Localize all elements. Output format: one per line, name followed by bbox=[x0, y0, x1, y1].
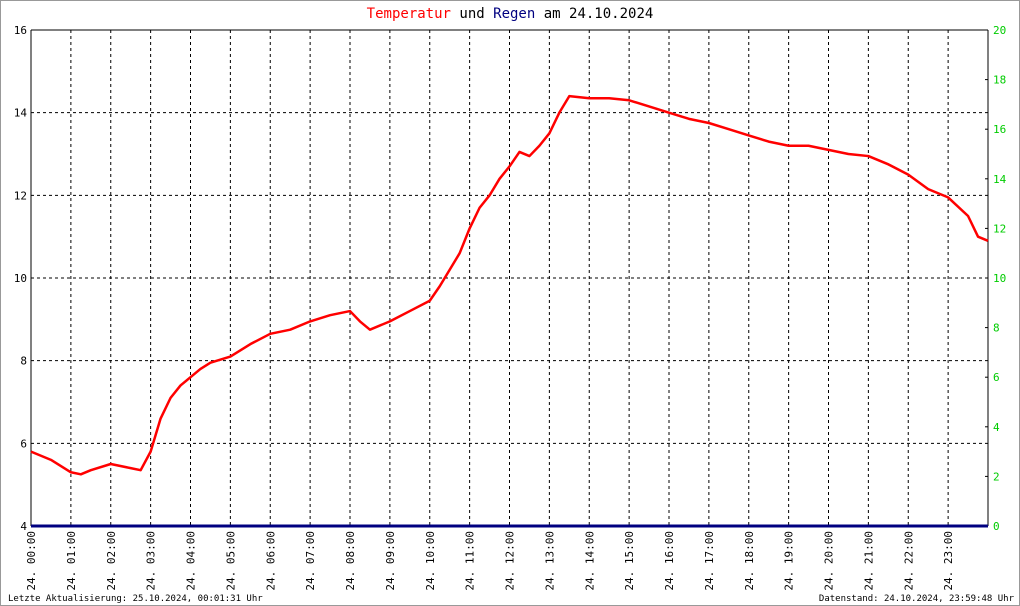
x-tick-label: 24. 04:00 bbox=[185, 531, 198, 591]
x-tick-label: 24. 08:00 bbox=[344, 531, 357, 591]
x-tick-label: 24. 01:00 bbox=[65, 531, 78, 591]
x-tick-label: 24. 17:00 bbox=[703, 531, 716, 591]
y-tick-label: 6 bbox=[20, 437, 27, 450]
x-tick-label: 24. 13:00 bbox=[543, 531, 556, 591]
y-tick-label: 4 bbox=[20, 520, 27, 533]
title-part: Regen bbox=[493, 6, 535, 22]
y-tick-label: 12 bbox=[14, 189, 27, 202]
x-tick-label: 24. 23:00 bbox=[942, 531, 955, 591]
x-tick-label: 24. 00:00 bbox=[25, 531, 38, 591]
x-tick-label: 24. 14:00 bbox=[583, 531, 596, 591]
y2-tick-label: 14 bbox=[993, 173, 1007, 186]
x-tick-label: 24. 19:00 bbox=[783, 531, 796, 591]
x-tick-label: 24. 21:00 bbox=[862, 531, 875, 591]
y-tick-label: 16 bbox=[14, 24, 27, 37]
y2-tick-label: 12 bbox=[993, 222, 1006, 235]
y2-tick-label: 2 bbox=[993, 470, 1000, 483]
x-tick-label: 24. 18:00 bbox=[743, 531, 756, 591]
y2-tick-label: 6 bbox=[993, 371, 1000, 384]
footer-right: Datenstand: 24.10.2024, 23:59:48 Uhr bbox=[819, 594, 1015, 604]
x-tick-label: 24. 02:00 bbox=[105, 531, 118, 591]
x-tick-label: 24. 15:00 bbox=[623, 531, 636, 591]
x-tick-label: 24. 10:00 bbox=[424, 531, 437, 591]
data-line bbox=[30, 94, 989, 476]
x-tick-label: 24. 09:00 bbox=[384, 531, 397, 591]
y-tick-label: 8 bbox=[20, 355, 27, 368]
y-tick-label: 10 bbox=[14, 272, 27, 285]
x-tick-label: 24. 05:00 bbox=[224, 531, 237, 591]
x-tick-label: 24. 20:00 bbox=[823, 531, 836, 591]
y2-tick-label: 4 bbox=[993, 421, 1000, 434]
title-part: Temperatur bbox=[367, 6, 451, 22]
x-tick-label: 24. 03:00 bbox=[145, 531, 158, 591]
x-tick-label: 24. 06:00 bbox=[264, 531, 277, 591]
y-tick-label: 14 bbox=[14, 107, 28, 120]
y2-tick-label: 16 bbox=[993, 123, 1006, 136]
y2-tick-label: 0 bbox=[993, 520, 1000, 533]
x-tick-label: 24. 16:00 bbox=[663, 531, 676, 591]
x-tick-label: 24. 07:00 bbox=[304, 531, 317, 591]
y2-tick-label: 8 bbox=[993, 322, 1000, 335]
y2-tick-label: 18 bbox=[993, 74, 1006, 87]
title-part: und bbox=[459, 6, 484, 22]
x-tick-label: 24. 11:00 bbox=[464, 531, 477, 591]
title-part: am 24.10.2024 bbox=[544, 6, 654, 22]
chart-title: Temperatur und Regen am 24.10.2024 bbox=[367, 6, 654, 22]
footer-left: Letzte Aktualisierung: 25.10.2024, 00:01… bbox=[8, 594, 263, 604]
x-tick-label: 24. 22:00 bbox=[902, 531, 915, 591]
x-tick-label: 24. 12:00 bbox=[504, 531, 517, 591]
y2-tick-label: 20 bbox=[993, 24, 1006, 37]
y2-tick-label: 10 bbox=[993, 272, 1006, 285]
